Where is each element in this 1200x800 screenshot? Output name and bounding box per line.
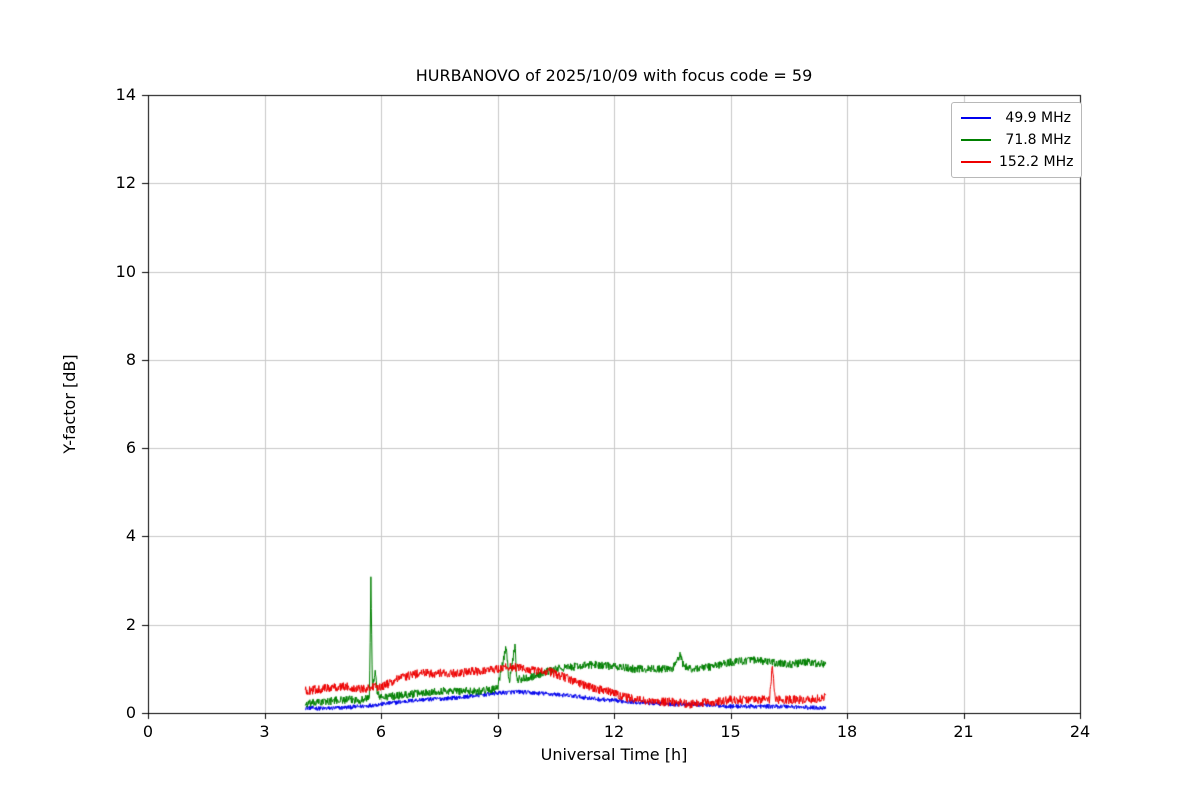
y-tick-label: 12 — [115, 173, 136, 193]
legend-label: 152.2 MHz — [999, 154, 1074, 170]
legend-item: 71.8 MHz — [961, 132, 1071, 148]
x-tick-label: 9 — [492, 722, 503, 741]
y-tick-label: 8 — [125, 349, 136, 369]
x-tick-label: 21 — [953, 722, 974, 741]
x-tick-label: 6 — [375, 722, 387, 741]
x-tick-label: 18 — [836, 722, 858, 741]
y-tick-label: 14 — [115, 85, 136, 104]
legend-item: 152.2 MHz — [961, 154, 1074, 170]
x-tick-label: 15 — [720, 722, 741, 741]
legend: 49.9 MHz 71.8 MHz 152.2 MHz — [951, 102, 1082, 178]
y-tick-label: 4 — [125, 526, 136, 546]
legend-item: 49.9 MHz — [961, 110, 1071, 126]
legend-label: 49.9 MHz — [1005, 110, 1071, 126]
y-tick-label: 10 — [115, 261, 136, 281]
legend-line-icon — [961, 117, 991, 119]
y-axis-label-text: Y-factor [dB] — [60, 354, 79, 454]
legend-line-icon — [961, 139, 991, 141]
x-tick-label: 24 — [1069, 722, 1091, 741]
y-tick-label: 6 — [125, 438, 136, 458]
legend-line-icon — [961, 161, 991, 163]
legend-label: 71.8 MHz — [1005, 132, 1071, 148]
x-tick-label: 0 — [142, 722, 154, 741]
plot-title: HURBANOVO of 2025/10/09 with focus code … — [415, 66, 813, 85]
y-tick-label: 2 — [125, 614, 136, 634]
x-tick-label: 3 — [259, 722, 270, 741]
x-axis-label: Universal Time [h] — [540, 745, 688, 764]
x-tick-label: 12 — [603, 722, 625, 741]
y-tick-label: 0 — [125, 703, 136, 722]
